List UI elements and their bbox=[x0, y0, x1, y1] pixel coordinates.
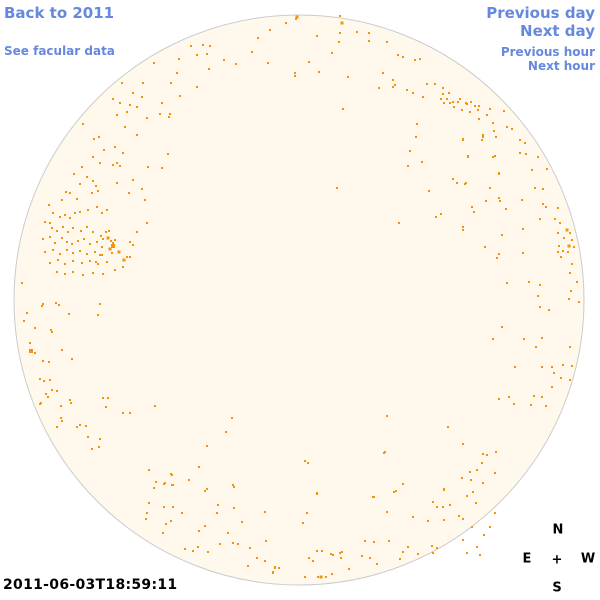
see-facular-data-link[interactable]: See facular data bbox=[4, 44, 115, 58]
next-day-link[interactable]: Next day bbox=[520, 22, 595, 40]
faculae-dots bbox=[21, 15, 580, 579]
observation-timestamp: 2011-06-03T18:59:11 bbox=[3, 577, 178, 593]
back-to-year-link[interactable]: Back to 2011 bbox=[4, 4, 115, 22]
solar-disk bbox=[13, 14, 585, 586]
previous-day-link[interactable]: Previous day bbox=[486, 4, 595, 22]
day-navigation: Previous day Next day bbox=[486, 4, 595, 40]
compass-center-mark: + bbox=[551, 552, 563, 568]
compass-east-label: E bbox=[522, 551, 532, 567]
compass-north-label: N bbox=[552, 522, 564, 538]
previous-hour-link[interactable]: Previous hour bbox=[500, 45, 595, 59]
hour-navigation: Previous hour Next hour bbox=[501, 45, 595, 73]
compass-south-label: S bbox=[552, 580, 562, 596]
next-hour-link[interactable]: Next hour bbox=[527, 59, 595, 73]
compass-west-label: W bbox=[580, 551, 596, 567]
